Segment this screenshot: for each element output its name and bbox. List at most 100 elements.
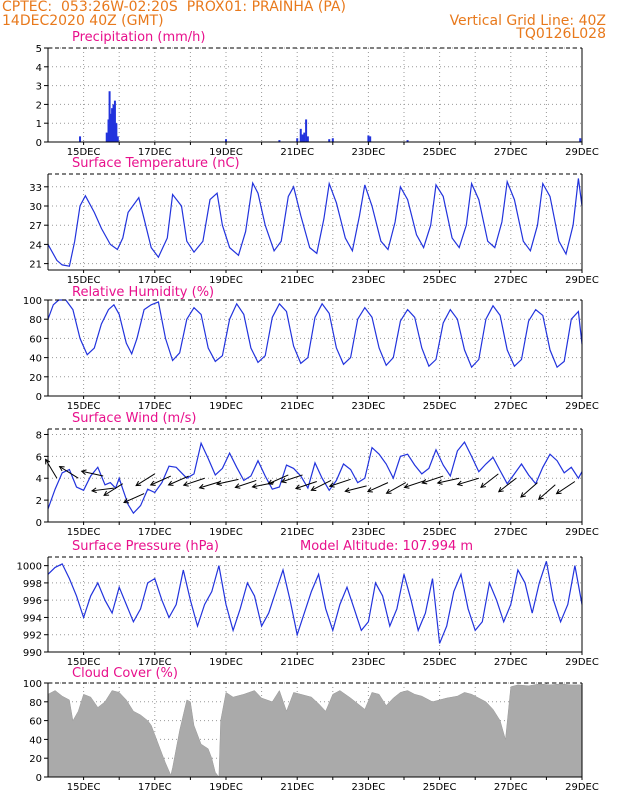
wind-arrow-shaft [281,474,303,483]
y-tick-label: 1 [36,119,42,130]
y-tick-label: 6 [36,452,42,463]
wind-arrow-head [555,489,562,495]
x-tick-label: 23DEC [352,147,386,158]
wind-arrow-shaft [59,466,79,479]
x-tick-label: 21DEC [280,401,314,412]
panel-3: 0 2 4 6 8 15DEC 17DEC 19DEC 21DEC 23DEC 25DEC 27DEC… [36,411,599,538]
wind-arrow-shaft [457,477,479,486]
wind-arrow-shaft [199,481,221,489]
series-line [47,178,583,267]
y-tick-label: 33 [29,183,42,194]
x-tick-label: 19DEC [209,657,243,668]
wind-arrow [198,481,221,490]
precip-bar [579,138,582,142]
wind-arrow-shaft [295,481,317,489]
wind-arrow [80,469,104,477]
y-tick-label: 20 [29,373,42,384]
wind-arrow [58,466,79,479]
wind-arrow-shaft [556,481,576,495]
y-tick-label: 60 [29,717,42,728]
panel-4: 990 992 994 996 998 1000 15DEC 17DEC 19DEC 21DEC 2… [17,539,599,668]
x-tick-label: 17DEC [138,657,172,668]
wind-arrow-head [198,483,205,490]
wind-arrow-shaft [81,470,104,477]
panel-annotation: Model Altitude: 107.994 m [300,539,473,554]
y-tick-label: 100 [23,296,42,307]
y-tick-label: 40 [29,354,42,365]
header-title: CPTEC: 053:26W-02:20S PROX01: PRAINHA (P… [2,0,346,15]
precip-bar [331,138,334,142]
panel-title: Surface Wind (m/s) [72,411,196,426]
precip-bar [406,140,409,142]
y-tick-label: 992 [23,631,42,642]
x-tick-label: 17DEC [138,782,172,793]
wind-arrow [328,478,351,488]
x-tick-label: 15DEC [67,275,101,286]
wind-arrow [234,479,257,489]
x-tick-label: 15DEC [67,401,101,412]
x-tick-label: 25DEC [423,147,457,158]
x-tick-label: 15DEC [67,657,101,668]
wind-arrow-head [123,498,130,504]
y-tick-label: 998 [23,579,42,590]
y-tick-label: 100 [23,679,42,690]
y-tick-label: 996 [23,596,42,607]
wind-arrow-head [403,483,410,489]
x-tick-label: 19DEC [209,527,243,538]
wind-arrow-head [149,480,156,486]
header-date: 14DEC2020 40Z (GMT) [2,13,164,29]
wind-arrow-head [80,469,87,475]
x-tick-label: 23DEC [352,782,386,793]
wind-arrow-shaft [103,483,124,496]
panel-title: Surface Temperature (nC) [72,156,240,171]
precip-bar [301,134,304,142]
wind-arrow [344,485,367,493]
wind-arrow-head [436,479,443,485]
y-tick-label: 4 [36,63,42,74]
wind-arrow-head [182,481,189,487]
y-tick-label: 27 [29,221,42,232]
y-tick-label: 1000 [17,562,42,573]
precip-bar [369,136,372,142]
y-tick-label: 40 [29,735,42,746]
wind-arrow-shaft [329,478,351,487]
x-tick-label: 17DEC [138,527,172,538]
wind-arrow [294,481,317,490]
wind-arrow [103,483,124,496]
y-tick-label: 60 [29,334,42,345]
x-tick-label: 19DEC [209,147,243,158]
precip-bar [105,132,108,142]
precip-bar [112,104,115,142]
wind-arrow [123,493,145,504]
precip-bar [305,119,308,142]
y-tick-label: 0 [36,138,42,149]
wind-arrow-shaft [123,493,145,503]
wind-arrow-shaft [45,459,58,479]
x-tick-label: 23DEC [352,657,386,668]
wind-arrow [403,479,426,489]
y-tick-label: 80 [29,698,42,709]
x-tick-label: 27DEC [494,782,528,793]
wind-arrow-shaft [150,475,172,486]
y-tick-label: 24 [29,240,42,251]
wind-arrow [497,477,517,493]
precip-bar [79,136,82,142]
wind-arrow [280,474,303,484]
wind-arrow-head [90,487,97,494]
precip-bar [306,136,309,142]
wind-arrow [135,473,156,487]
wind-arrow-head [537,494,544,500]
x-tick-label: 25DEC [423,657,457,668]
x-tick-label: 21DEC [280,147,314,158]
y-tick-label: 8 [36,430,42,441]
panel-title: Relative Humidity (%) [72,285,214,300]
wind-arrow [421,475,444,485]
y-tick-label: 3 [36,82,42,93]
precip-bar [296,138,299,142]
precip-bar [299,128,302,142]
x-tick-label: 25DEC [423,527,457,538]
panel-2: 0 20 40 60 80 100 15DEC 17DEC 19DEC 21DEC 23DEC 25D… [23,285,599,412]
precip-bar [278,140,281,142]
wind-arrow-shaft [422,475,444,484]
wind-arrow [480,473,499,489]
